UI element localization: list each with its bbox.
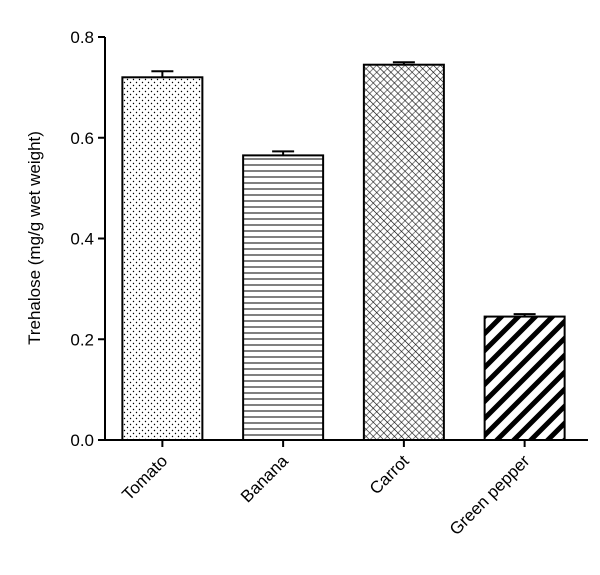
bar-carrot bbox=[362, 63, 445, 442]
y-tick-label: 0.4 bbox=[70, 230, 94, 249]
x-tick-label: Tomato bbox=[118, 451, 171, 504]
y-axis-label-group: Trehalose (mg/g wet weight) bbox=[25, 131, 44, 345]
y-tick-label: 0.6 bbox=[70, 129, 94, 148]
bar-banana bbox=[242, 154, 325, 441]
x-tick-label: Carrot bbox=[366, 451, 413, 498]
x-tick-label: Green pepper bbox=[446, 451, 534, 539]
y-axis: 0.0 0.2 0.4 0.6 0.8 bbox=[70, 28, 106, 450]
x-axis: Tomato Banana Carrot Green pepper bbox=[105, 439, 588, 539]
y-tick-label: 0.2 bbox=[70, 330, 94, 349]
bar-tomato bbox=[121, 76, 204, 442]
x-tick-label: Banana bbox=[237, 451, 292, 506]
y-axis-label: Trehalose (mg/g wet weight) bbox=[25, 131, 44, 345]
y-tick-label: 0.0 bbox=[70, 431, 94, 450]
bar-green-pepper bbox=[483, 315, 566, 441]
bars bbox=[121, 61, 566, 442]
y-tick-label: 0.8 bbox=[70, 28, 94, 47]
